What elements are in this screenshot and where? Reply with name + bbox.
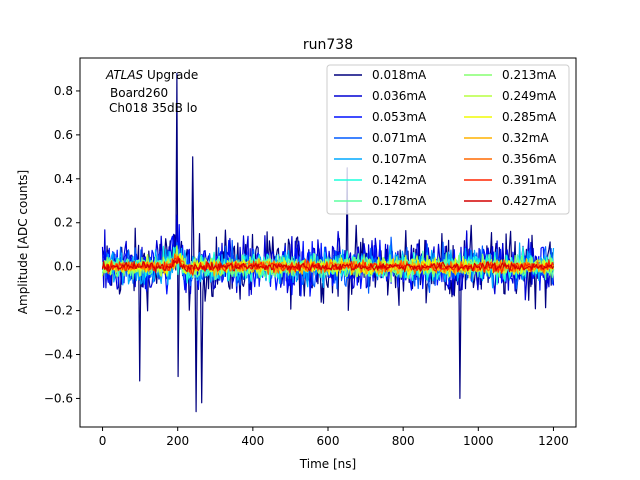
legend-label: 0.249mA [502, 89, 557, 103]
series-line-0.427mA [101, 257, 555, 273]
legend-label: 0.356mA [502, 152, 557, 166]
legend-label: 0.071mA [372, 131, 427, 145]
y-axis: −0.6 −0.4 −0.2 0.0 0.2 0.4 0.6 0.8 [44, 84, 80, 405]
annotation-line-1: ATLAS Upgrade [105, 68, 198, 82]
annotation-experiment: ATLAS [105, 68, 144, 82]
legend-label: 0.053mA [372, 110, 427, 124]
series-layer [101, 72, 555, 413]
x-tick-label: 600 [317, 434, 340, 448]
x-tick-label: 0 [99, 434, 107, 448]
legend-label: 0.036mA [372, 89, 427, 103]
legend-label: 0.018mA [372, 68, 427, 82]
annotation: ATLAS Upgrade Board260 Ch018 35dB lo [105, 68, 198, 115]
y-tick-label: 0.6 [54, 128, 73, 142]
legend-box [326, 64, 570, 215]
y-tick-label: −0.2 [44, 304, 73, 318]
y-tick-label: 0.4 [54, 172, 73, 186]
legend-label: 0.213mA [502, 68, 557, 82]
x-tick-label: 800 [392, 434, 415, 448]
annotation-line-3: Ch018 35dB lo [109, 101, 197, 115]
x-tick-label: 1200 [538, 434, 569, 448]
x-tick-label: 200 [166, 434, 189, 448]
legend-label: 0.178mA [372, 194, 427, 208]
y-tick-label: −0.4 [44, 348, 73, 362]
y-tick-label: 0.0 [54, 260, 73, 274]
legend-label: 0.32mA [502, 131, 549, 145]
annotation-line-2: Board260 [110, 86, 168, 100]
annotation-suffix: Upgrade [143, 68, 198, 82]
x-tick-label: 400 [241, 434, 264, 448]
x-axis: 0 200 400 600 800 1000 1200 [99, 427, 569, 448]
legend-label: 0.427mA [502, 194, 557, 208]
chart-title: run738 [303, 37, 353, 53]
legend-label: 0.391mA [502, 173, 557, 187]
x-axis-label: Time [ns] [299, 457, 356, 471]
x-tick-label: 1000 [463, 434, 494, 448]
legend: 0.018mA 0.036mA 0.053mA 0.071mA 0.107mA 0.142… [326, 64, 570, 215]
y-tick-label: 0.8 [54, 84, 73, 98]
legend-label: 0.142mA [372, 173, 427, 187]
y-axis-label: Amplitude [ADC counts] [16, 170, 30, 314]
y-tick-label: −0.6 [44, 391, 73, 405]
y-tick-label: 0.2 [54, 216, 73, 230]
legend-label: 0.285mA [502, 110, 557, 124]
legend-label: 0.107mA [372, 152, 427, 166]
